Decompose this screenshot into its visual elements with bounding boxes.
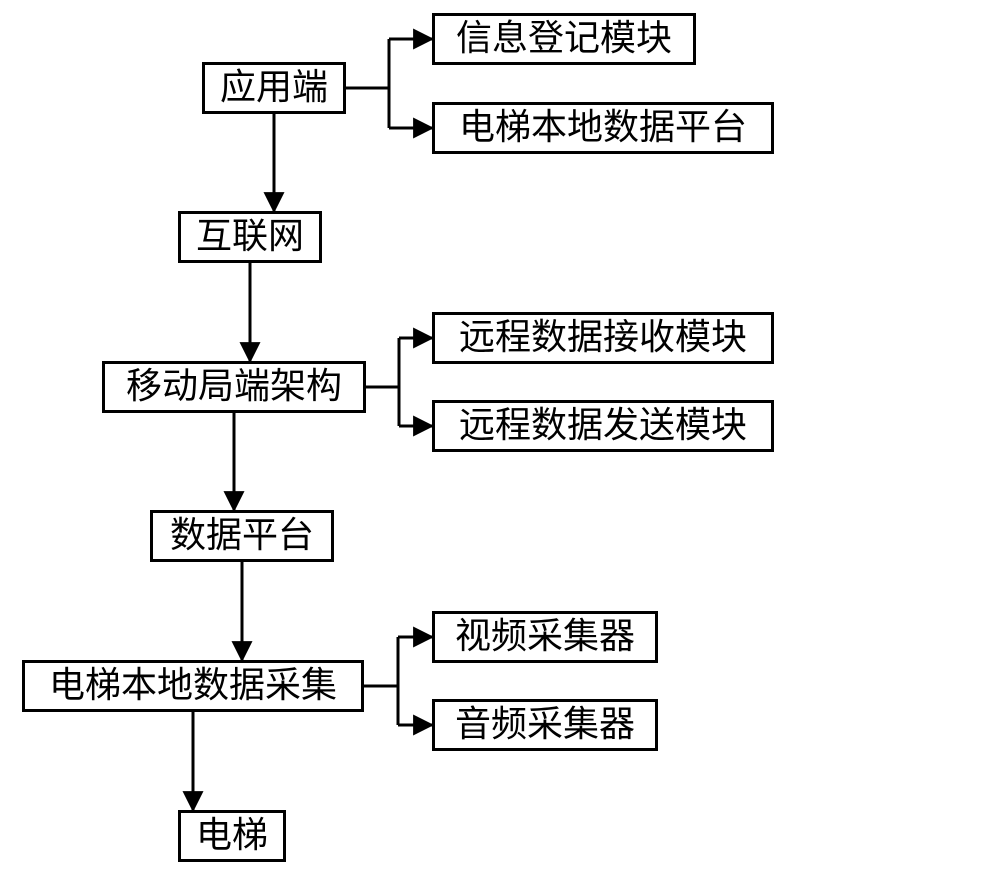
node-audio_col: 音频采集器 (432, 699, 658, 751)
node-video_col: 视频采集器 (432, 611, 658, 663)
flowchart-diagram: 应用端 信息登记模块电梯本地数据平台互联网移动局端架构 远程数据接收模块远程数据发送… (0, 0, 1000, 879)
node-app: 应用端 (202, 62, 346, 114)
node-elevator: 电梯 (178, 810, 286, 862)
node-remote_recv: 远程数据接收模块 (432, 312, 774, 364)
node-local_collect: 电梯本地数据采集 (22, 660, 364, 712)
node-local_platform: 电梯本地数据平台 (432, 102, 774, 154)
node-data_platform: 数据平台 (150, 510, 334, 562)
node-info_reg: 信息登记模块 (432, 13, 696, 65)
node-internet: 互联网 (178, 211, 322, 263)
node-mobile_arch: 移动局端架构 (102, 361, 366, 413)
node-remote_send: 远程数据发送模块 (432, 400, 774, 452)
